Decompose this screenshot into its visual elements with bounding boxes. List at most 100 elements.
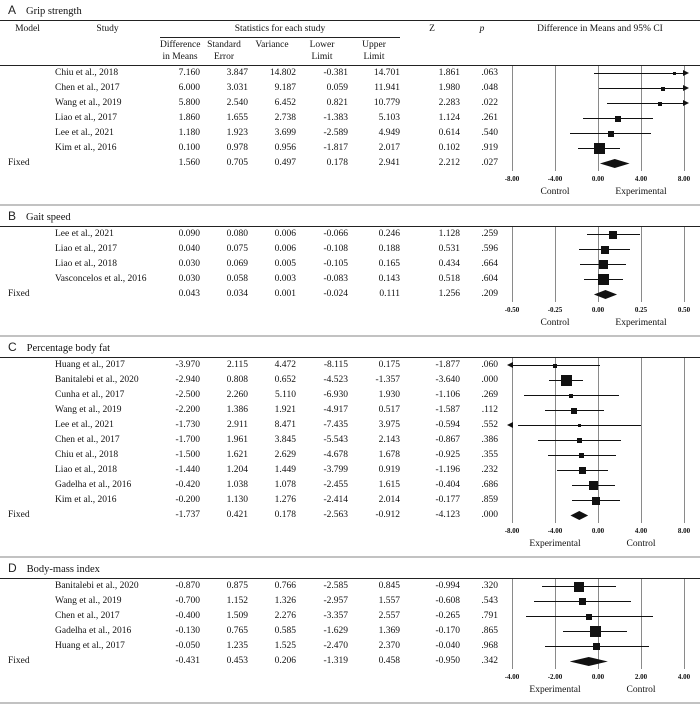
study-cell: Chiu et al., 2018 [55, 68, 119, 78]
variance-cell: 3.699 [274, 128, 296, 138]
column-subheader: Lower Limit [296, 38, 348, 63]
p-value-cell: .540 [481, 128, 498, 138]
p-value-cell: .386 [481, 435, 498, 445]
lower-limit-cell: -3.799 [323, 465, 348, 475]
upper-limit-cell: 0.111 [379, 289, 400, 299]
column-header-p: p [479, 24, 485, 34]
standard-error-cell: 1.509 [226, 611, 248, 621]
effect-square [660, 86, 665, 91]
panel-name: Percentage body fat [26, 343, 111, 354]
variance-cell: 0.766 [274, 581, 296, 591]
upper-limit-cell: 1.369 [378, 626, 400, 636]
p-value-cell: .048 [481, 83, 498, 93]
panel-letter: C [8, 340, 17, 354]
study-cell: Liao et al., 2018 [55, 465, 117, 475]
axis-direction-row: Control Experimental [0, 316, 700, 332]
study-cell: Chen et al., 2017 [55, 83, 120, 93]
axis-direction-row: Control Experimental [0, 185, 700, 201]
axis-tick-label: -0.25 [547, 306, 563, 314]
lower-limit-cell: 0.178 [326, 158, 348, 168]
standard-error-cell: 0.421 [226, 510, 248, 520]
variance-cell: 0.006 [274, 229, 296, 239]
lower-limit-cell: -0.066 [323, 229, 348, 239]
gridline [683, 66, 685, 171]
gridline [511, 227, 513, 302]
column-subheader: Difference in Means [160, 38, 200, 63]
table-row: Lee et al., 2021 -1.730 2.911 8.471 -7.435 3.… [0, 418, 700, 433]
p-value-cell: .063 [481, 68, 498, 78]
lower-limit-cell: -4.523 [323, 375, 348, 385]
summary-diamond [569, 657, 608, 666]
difference-cell: 0.030 [178, 259, 200, 269]
stats-subcolumns: Difference in Means Standard Error Variance L… [160, 38, 400, 63]
lower-limit-cell: -2.563 [323, 510, 348, 520]
upper-limit-cell: 11.941 [374, 83, 400, 93]
gridline [554, 227, 556, 302]
z-value-cell: -1.106 [435, 390, 460, 400]
lower-limit-cell: -2.957 [323, 596, 348, 606]
study-cell: Gadelha et al., 2016 [55, 480, 132, 490]
z-value-cell: -0.608 [435, 596, 460, 606]
effect-square [577, 424, 581, 427]
upper-limit-cell: 5.103 [378, 113, 400, 123]
gridline [511, 66, 513, 171]
axis-tick-label: 0.00 [591, 527, 605, 535]
difference-cell: 6.000 [178, 83, 200, 93]
variance-cell: 4.472 [274, 360, 296, 370]
forest-plot-markers [0, 66, 700, 171]
axis-tick-label: 4.00 [634, 527, 648, 535]
rows-and-plot: Chiu et al., 2018 7.160 3.847 14.802 -0.381 1… [0, 66, 700, 171]
effect-square [574, 581, 585, 592]
effect-square [658, 101, 663, 106]
upper-limit-cell: 0.143 [378, 274, 400, 284]
effect-square [569, 393, 574, 398]
column-subheader-line: in Means [162, 52, 198, 62]
panel-name: Gait speed [26, 212, 71, 223]
axis-tick-row: -8.00 -4.00 0.00 4.00 8.00 [0, 174, 700, 185]
variance-cell: 1.326 [274, 596, 296, 606]
difference-cell: -0.200 [175, 495, 200, 505]
difference-cell: -0.700 [175, 596, 200, 606]
variance-cell: 0.003 [274, 274, 296, 284]
lower-limit-cell: -5.543 [323, 435, 348, 445]
effect-square [588, 481, 598, 490]
p-value-cell: .261 [481, 113, 498, 123]
standard-error-cell: 0.080 [226, 229, 248, 239]
table-row: Lee et al., 2021 1.180 1.923 3.699 -2.589 4.9… [0, 126, 700, 141]
favours-right-label: Control [626, 539, 656, 549]
variance-cell: 0.585 [274, 626, 296, 636]
panel-letter: B [8, 209, 17, 223]
gridline [683, 227, 685, 302]
axis-tick-label: 0.25 [634, 306, 648, 314]
difference-cell: -2.200 [175, 405, 200, 415]
upper-limit-cell: -0.912 [375, 510, 400, 520]
study-cell: Gadelha et al., 2016 [55, 626, 132, 636]
column-subheader-line: Limit [311, 52, 333, 62]
axis-tick-label: -8.00 [504, 527, 520, 535]
stats-column-group: Statistics for each study Difference in M… [160, 23, 400, 63]
effect-square [598, 260, 608, 269]
study-cell: Liao et al., 2017 [55, 113, 117, 123]
upper-limit-cell: 1.930 [378, 390, 400, 400]
p-value-cell: .000 [481, 375, 498, 385]
panel-title-A: A Grip strength [0, 0, 700, 21]
z-value-cell: -0.170 [435, 626, 460, 636]
model-cell: Fixed [8, 158, 30, 168]
axis-tick-label: 0.00 [591, 175, 605, 183]
forest-plot-markers [0, 227, 700, 302]
variance-cell: 0.001 [274, 289, 296, 299]
table-row: Chiu et al., 2018 -1.500 1.621 2.629 -4.678 1… [0, 448, 700, 463]
table-row: Vasconcelos et al., 2016 0.030 0.058 0.003 -… [0, 272, 700, 287]
column-header-stats-group: Statistics for each study [160, 23, 400, 38]
upper-limit-cell: 2.370 [378, 641, 400, 651]
arrow-right-icon [683, 100, 689, 106]
z-value-cell: -0.950 [435, 656, 460, 666]
p-value-cell: .000 [481, 510, 498, 520]
variance-cell: 2.738 [274, 113, 296, 123]
p-value-cell: .320 [481, 581, 498, 591]
panel-letter: D [8, 561, 17, 575]
summary-diamond [599, 159, 630, 168]
difference-cell: -0.431 [175, 656, 200, 666]
standard-error-cell: 1.204 [226, 465, 248, 475]
